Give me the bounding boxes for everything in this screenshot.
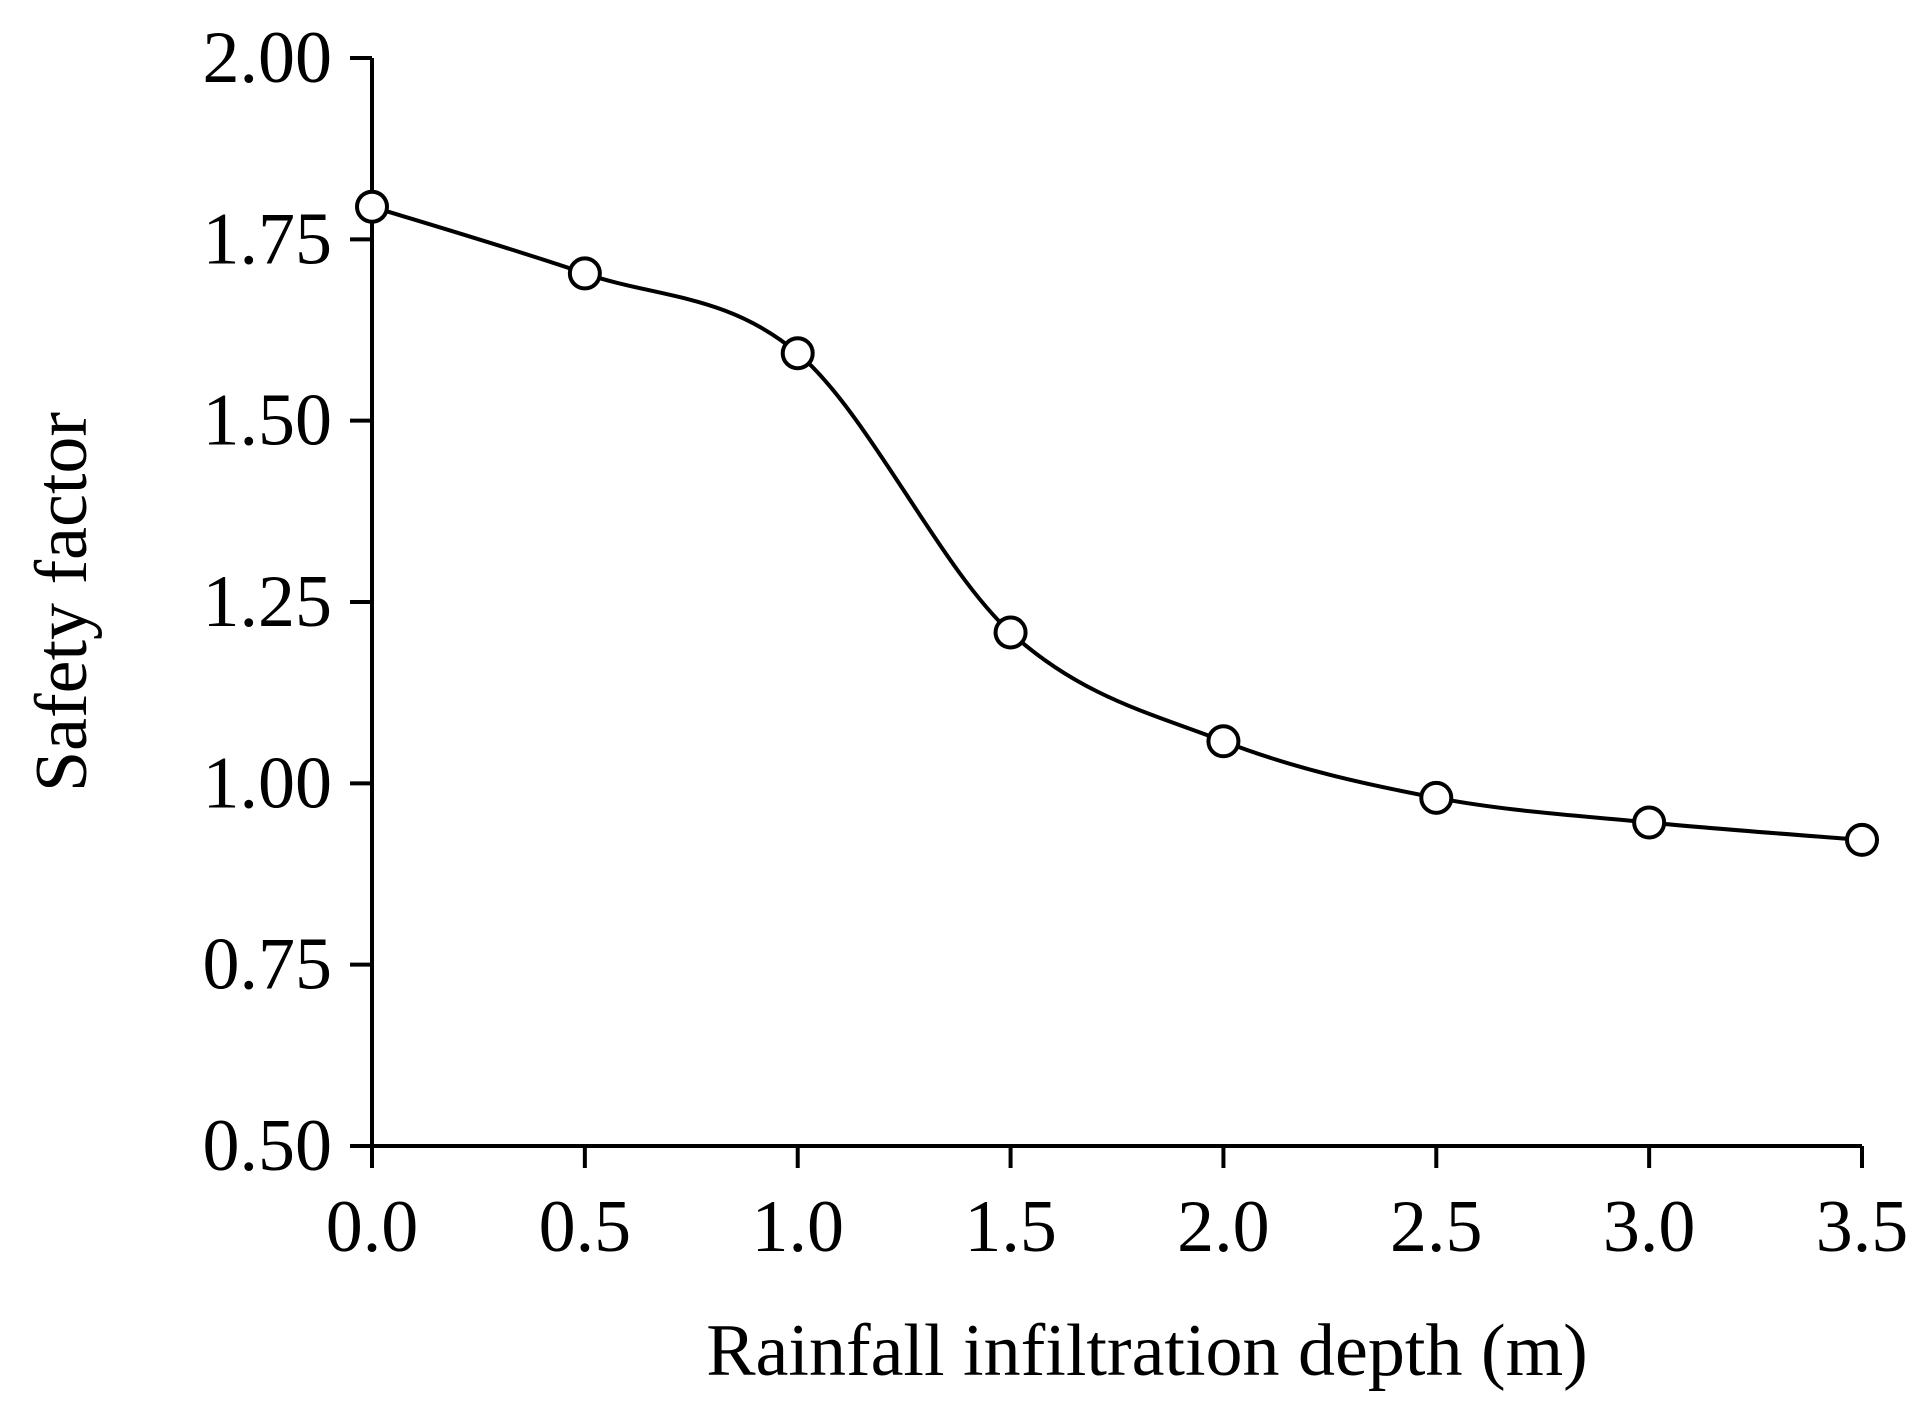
y-tick-label: 0.75 <box>203 924 333 1006</box>
data-point-marker <box>1845 822 1879 857</box>
x-tick-label: 0.5 <box>539 1186 632 1268</box>
x-tick-label: 1.0 <box>751 1186 844 1268</box>
y-tick-label: 1.25 <box>203 561 333 643</box>
y-tick-label: 1.50 <box>203 380 333 462</box>
x-tick-label: 3.0 <box>1603 1186 1696 1268</box>
x-tick-label: 2.5 <box>1390 1186 1483 1268</box>
markers <box>355 189 1879 857</box>
data-point-marker <box>355 189 389 224</box>
x-tick-label: 3.5 <box>1816 1186 1909 1268</box>
y-tick-label: 0.50 <box>203 1105 333 1187</box>
y-tick-label: 2.00 <box>203 17 333 99</box>
data-point-marker <box>993 615 1028 650</box>
data-point-marker <box>1419 780 1454 815</box>
y-axis-title: Safety factor <box>21 412 103 792</box>
axes <box>370 58 1862 1148</box>
data-point-marker <box>567 256 602 291</box>
series <box>371 204 1863 842</box>
x-tick-label: 2.0 <box>1177 1186 1270 1268</box>
x-tick-label: 0.0 <box>326 1186 419 1268</box>
y-tick-label: 1.00 <box>203 742 333 824</box>
data-point-marker <box>1632 805 1667 840</box>
data-point-marker <box>780 336 815 371</box>
x-tick-label: 1.5 <box>964 1186 1057 1268</box>
x-axis-title: Rainfall infiltration depth (m) <box>706 1310 1588 1392</box>
y-tick-label: 1.75 <box>203 198 333 280</box>
series-line <box>371 204 1863 842</box>
data-point-marker <box>1206 724 1241 759</box>
ticks: 0.50 0.75 1.00 1.25 1.50 1.75 2.00 0.0 0.5 1.0 1.5… <box>203 17 1909 1268</box>
